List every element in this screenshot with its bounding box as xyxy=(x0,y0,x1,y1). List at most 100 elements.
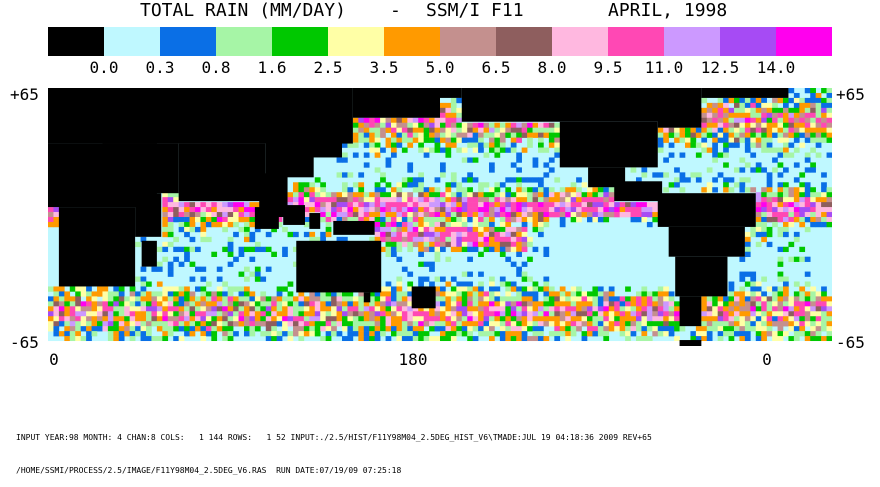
rain-cell xyxy=(97,326,103,332)
rain-cell xyxy=(570,301,577,307)
rain-cell xyxy=(489,231,495,238)
rain-cell xyxy=(516,306,522,312)
rain-cell xyxy=(205,291,212,297)
rain-cell xyxy=(135,311,141,317)
rain-cell xyxy=(156,326,163,332)
rain-cell xyxy=(783,202,789,208)
rain-cell xyxy=(510,321,517,327)
rain-cell xyxy=(233,311,239,317)
rain-cell xyxy=(472,137,479,143)
rain-cell xyxy=(434,221,441,228)
rain-cell xyxy=(723,162,729,168)
rain-cell xyxy=(440,341,446,346)
rain-cell xyxy=(358,172,365,178)
rain-cell xyxy=(456,231,463,238)
rain-cell xyxy=(499,212,506,218)
rain-cell xyxy=(772,212,778,218)
rain-cell xyxy=(450,117,457,124)
rain-cell xyxy=(162,341,169,346)
rain-cell xyxy=(412,217,419,223)
rain-cell xyxy=(86,311,92,317)
rain-cell xyxy=(298,311,305,317)
rain-cell xyxy=(276,291,283,297)
rain-cell xyxy=(723,306,729,312)
rain-cell xyxy=(260,246,267,253)
rain-cell xyxy=(570,202,577,208)
rain-cell xyxy=(412,326,419,332)
rain-cell xyxy=(663,137,669,143)
rain-cell xyxy=(554,127,561,133)
rain-cell xyxy=(641,331,648,337)
rain-cell xyxy=(423,147,430,153)
rain-cell xyxy=(744,122,751,128)
rain-cell xyxy=(505,291,512,297)
rain-cell xyxy=(429,281,435,287)
rain-cell xyxy=(64,301,71,307)
rain-cell xyxy=(603,336,610,342)
rain-cell xyxy=(293,192,299,198)
rain-cell xyxy=(739,157,746,163)
rain-cell xyxy=(810,197,816,203)
rain-cell xyxy=(690,331,697,337)
rain-cell xyxy=(380,132,386,138)
rain-cell xyxy=(358,197,365,203)
rain-cell xyxy=(456,192,463,198)
rain-cell xyxy=(576,321,582,327)
rain-cell xyxy=(352,207,359,213)
rain-cell xyxy=(608,316,615,322)
rain-cell xyxy=(222,316,228,322)
rain-cell xyxy=(369,316,375,322)
rain-cell xyxy=(162,192,169,198)
rain-cell xyxy=(532,306,539,312)
rain-cell xyxy=(739,306,746,312)
rain-cell xyxy=(706,132,713,138)
rain-cell xyxy=(282,331,288,337)
rain-cell xyxy=(815,152,822,158)
rain-cell xyxy=(793,187,800,193)
rain-cell xyxy=(254,316,261,322)
rain-cell xyxy=(434,246,441,253)
rain-cell xyxy=(772,207,778,213)
rain-cell xyxy=(815,326,822,332)
rain-cell xyxy=(603,187,610,193)
rain-cell xyxy=(744,311,751,317)
rain-cell xyxy=(516,202,522,208)
rain-cell xyxy=(374,336,381,342)
rain-cell xyxy=(499,301,506,307)
rain-cell xyxy=(385,162,392,168)
rain-cell xyxy=(744,306,751,312)
rain-cell xyxy=(755,311,762,317)
rain-cell xyxy=(75,301,81,307)
rain-cell xyxy=(336,341,343,346)
rain-cell xyxy=(793,102,800,109)
rain-cell xyxy=(162,256,169,262)
rain-cell xyxy=(298,341,305,346)
rain-cell xyxy=(723,97,729,104)
rain-cell xyxy=(538,197,544,203)
rain-cell xyxy=(772,192,778,198)
rain-cell xyxy=(249,207,256,213)
rain-cell xyxy=(543,281,550,287)
rain-cell xyxy=(755,316,762,322)
rain-cell xyxy=(146,336,152,342)
rain-cell xyxy=(516,331,522,337)
rain-cell xyxy=(254,246,261,253)
rain-cell xyxy=(625,326,631,332)
rain-cell xyxy=(396,212,403,218)
rain-cell xyxy=(663,326,669,332)
rain-cell xyxy=(581,341,588,346)
rain-cell xyxy=(129,291,136,297)
rain-cell xyxy=(391,142,397,148)
rain-cell xyxy=(445,331,452,337)
rain-cell xyxy=(461,241,468,248)
rain-cell xyxy=(184,301,190,307)
rain-cell xyxy=(385,341,392,346)
rain-cell xyxy=(385,221,392,228)
rain-cell xyxy=(423,316,430,322)
rain-cell xyxy=(739,112,746,119)
rain-cell xyxy=(554,202,561,208)
rain-cell xyxy=(472,246,479,253)
rain-cell xyxy=(728,117,735,124)
rain-cell xyxy=(363,202,370,208)
rain-cell xyxy=(472,157,479,163)
